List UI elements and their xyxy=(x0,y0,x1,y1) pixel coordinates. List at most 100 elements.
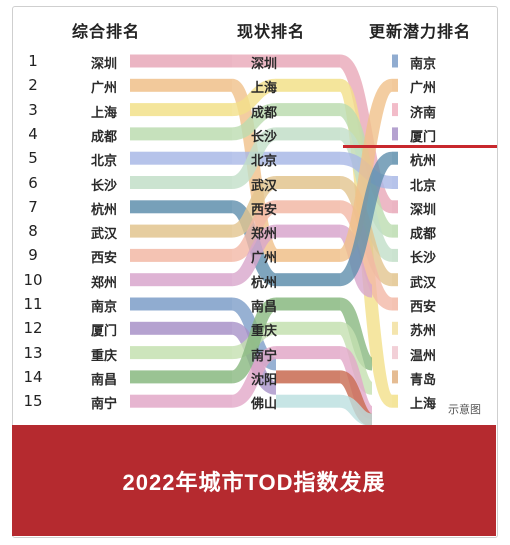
current-city: 北京 xyxy=(250,154,278,170)
potential-bar xyxy=(392,200,398,214)
current-bar xyxy=(276,394,340,408)
overall-bar xyxy=(130,321,232,335)
flow-current-potential xyxy=(338,200,394,311)
current-bar xyxy=(276,321,340,335)
current-bar xyxy=(276,297,340,311)
rank-number: 10 xyxy=(23,270,43,289)
header-current: 现状排名 xyxy=(236,22,306,41)
current-bar xyxy=(276,176,340,189)
current-city: 佛山 xyxy=(250,397,278,413)
flow-current-potential xyxy=(339,394,373,427)
flow-current-potential xyxy=(337,151,395,287)
potential-city: 北京 xyxy=(409,178,437,194)
rank-number: 11 xyxy=(23,295,43,313)
overall-bar xyxy=(130,54,232,68)
flow-overall-current xyxy=(230,297,278,384)
overall-city: 成都 xyxy=(90,129,118,145)
overall-bar xyxy=(130,103,232,117)
overall-city: 北京 xyxy=(90,154,118,170)
rank-number: 2 xyxy=(28,76,38,95)
flow-overall-current xyxy=(230,127,278,189)
overall-city: 南昌 xyxy=(90,372,118,388)
potential-bar xyxy=(392,297,398,311)
flow-current-potential xyxy=(337,297,375,371)
potential-city: 广州 xyxy=(409,81,437,97)
current-city: 南昌 xyxy=(250,300,278,315)
potential-bar xyxy=(392,224,398,238)
current-bar xyxy=(276,127,340,141)
overall-city: 西安 xyxy=(90,251,118,267)
overall-city: 南京 xyxy=(90,300,118,315)
potential-bar xyxy=(392,127,398,141)
current-bar xyxy=(276,103,340,117)
overall-city: 武汉 xyxy=(90,227,118,243)
potential-city: 成都 xyxy=(409,227,437,243)
current-bar xyxy=(276,273,340,287)
rank-number: 15 xyxy=(23,392,43,411)
potential-city: 苏州 xyxy=(409,324,437,340)
rank-number: 1 xyxy=(28,52,38,70)
overall-city: 南宁 xyxy=(90,397,118,413)
flow-current-potential xyxy=(337,78,395,262)
flow-current-potential xyxy=(337,321,375,395)
rank-number: 13 xyxy=(23,343,43,362)
overall-city: 长沙 xyxy=(90,178,118,194)
overall-city: 上海 xyxy=(90,105,118,121)
rank-number: 5 xyxy=(28,149,38,168)
potential-bar xyxy=(392,176,398,189)
current-city: 郑州 xyxy=(250,227,278,243)
overall-city: 杭州 xyxy=(90,202,118,218)
banner-title: 2022年城市TOD指数发展 xyxy=(122,469,386,495)
potential-bar xyxy=(392,394,398,408)
current-bar xyxy=(276,78,340,92)
flow-overall-current xyxy=(230,224,278,287)
current-city: 南宁 xyxy=(250,348,278,364)
overall-bar xyxy=(130,151,232,165)
highlight-rule xyxy=(343,145,497,148)
current-bar xyxy=(276,248,340,262)
rank-number: 9 xyxy=(28,246,38,265)
overall-bar xyxy=(130,248,232,262)
potential-city: 上海 xyxy=(409,397,437,413)
overall-bar xyxy=(130,78,232,92)
potential-bar xyxy=(392,273,398,287)
potential-city: 深圳 xyxy=(409,202,437,218)
current-bar xyxy=(276,54,340,68)
potential-bar xyxy=(392,248,398,262)
potential-city: 厦门 xyxy=(409,129,437,145)
flow-overall-current xyxy=(231,103,277,141)
potential-bar xyxy=(392,78,398,92)
overall-city: 郑州 xyxy=(90,275,118,291)
potential-city: 长沙 xyxy=(409,251,437,267)
overall-bar xyxy=(130,176,232,189)
current-bar xyxy=(276,370,340,384)
current-city: 沈阳 xyxy=(250,372,278,388)
potential-bar xyxy=(392,346,398,360)
rank-number: 12 xyxy=(23,319,43,338)
potential-bar xyxy=(392,321,398,335)
potential-city: 南京 xyxy=(409,57,437,72)
potential-bar xyxy=(392,151,398,165)
current-bar xyxy=(276,346,340,360)
potential-bar xyxy=(392,370,398,384)
overall-city: 厦门 xyxy=(90,324,118,340)
potential-city: 济南 xyxy=(409,105,437,121)
overall-city: 深圳 xyxy=(90,57,118,72)
flow-overall-current xyxy=(230,346,278,408)
rank-number: 8 xyxy=(28,222,38,241)
potential-city: 温州 xyxy=(409,348,437,364)
watermark: 示意图 xyxy=(448,403,481,416)
header-overall: 综合排名 xyxy=(71,22,141,41)
current-bar xyxy=(276,224,340,238)
rank-number: 6 xyxy=(28,173,38,192)
potential-city: 青岛 xyxy=(409,372,437,388)
current-city: 西安 xyxy=(250,202,278,218)
overall-bar xyxy=(130,127,232,141)
current-bar xyxy=(276,200,340,214)
header-potential: 更新潜力排名 xyxy=(368,22,472,41)
flow-overall-current xyxy=(230,176,278,238)
overall-bar xyxy=(130,297,232,311)
potential-city: 武汉 xyxy=(409,275,437,291)
current-bar xyxy=(276,151,340,165)
